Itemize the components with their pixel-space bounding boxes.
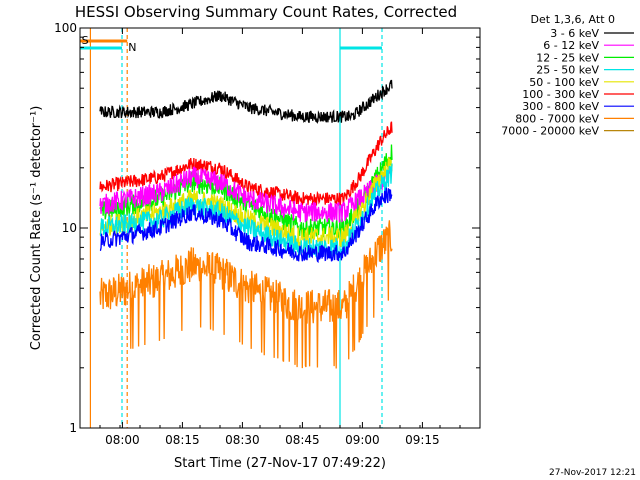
series-line-1	[99, 165, 393, 223]
y-axis-label: Corrected Count Rate (s⁻¹ detector⁻¹)	[29, 106, 44, 351]
legend-label-3: 25 - 50 keV	[536, 64, 599, 77]
y-tick-label-2: 100	[54, 21, 77, 35]
x-tick-label-1: 08:15	[165, 433, 200, 447]
series-layer	[99, 79, 393, 369]
legend-label-2: 12 - 25 keV	[536, 51, 599, 64]
series-line-6	[99, 187, 393, 264]
legend-label-5: 100 - 300 keV	[522, 88, 599, 101]
x-axis: 08:00 08:15 08:30 08:45 09:00 09:15	[79, 28, 481, 447]
y-tick-label-1: 10	[62, 221, 77, 235]
legend-label-7: 800 - 7000 keV	[515, 112, 599, 125]
chart-title: HESSI Observing Summary Count Rates, Cor…	[75, 3, 457, 21]
series-line-7	[99, 220, 393, 369]
x-tick-label-4: 09:00	[345, 433, 380, 447]
flag-label-night: N	[128, 41, 136, 54]
x-axis-label: Start Time (27-Nov-17 07:49:22)	[174, 456, 386, 471]
legend-title: Det 1,3,6, Att 0	[531, 13, 615, 26]
x-tick-label-3: 08:45	[285, 433, 320, 447]
legend-label-6: 300 - 800 keV	[522, 100, 599, 113]
legend-label-4: 50 - 100 keV	[529, 76, 599, 89]
flag-label-saa: S	[82, 34, 89, 47]
footer-timestamp: 27-Nov-2017 12:21	[549, 468, 636, 478]
legend-label-1: 6 - 12 keV	[543, 39, 599, 52]
series-line-0	[99, 79, 393, 124]
y-axis: 1 10 100	[54, 21, 480, 435]
legend-label-8: 7000 - 20000 keV	[501, 125, 599, 138]
y-tick-label-0: 1	[69, 421, 77, 435]
x-tick-label-5: 09:15	[405, 433, 440, 447]
x-tick-label-2: 08:30	[225, 433, 260, 447]
x-tick-label-0: 08:00	[105, 433, 140, 447]
legend-label-0: 3 - 6 keV	[550, 27, 599, 40]
